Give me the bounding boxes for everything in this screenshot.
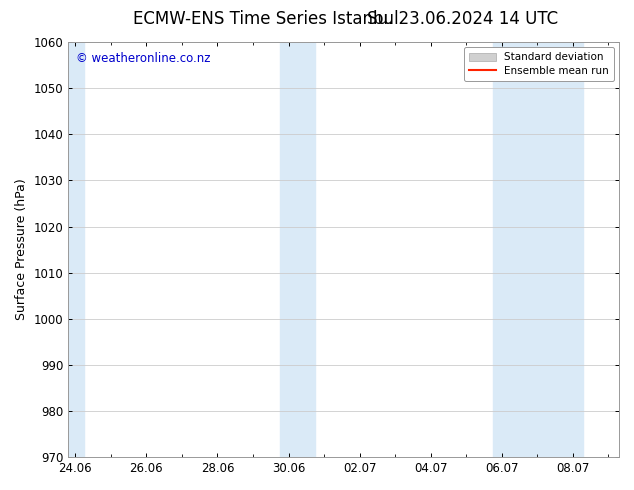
- Text: © weatheronline.co.nz: © weatheronline.co.nz: [77, 52, 211, 66]
- Bar: [68, 42, 84, 457]
- Bar: [280, 42, 315, 457]
- Legend: Standard deviation, Ensemble mean run: Standard deviation, Ensemble mean run: [464, 47, 614, 81]
- Bar: [493, 42, 583, 457]
- Y-axis label: Surface Pressure (hPa): Surface Pressure (hPa): [15, 179, 28, 320]
- Text: ECMW-ENS Time Series Istanbul: ECMW-ENS Time Series Istanbul: [134, 10, 399, 28]
- Text: Su. 23.06.2024 14 UTC: Su. 23.06.2024 14 UTC: [367, 10, 559, 28]
